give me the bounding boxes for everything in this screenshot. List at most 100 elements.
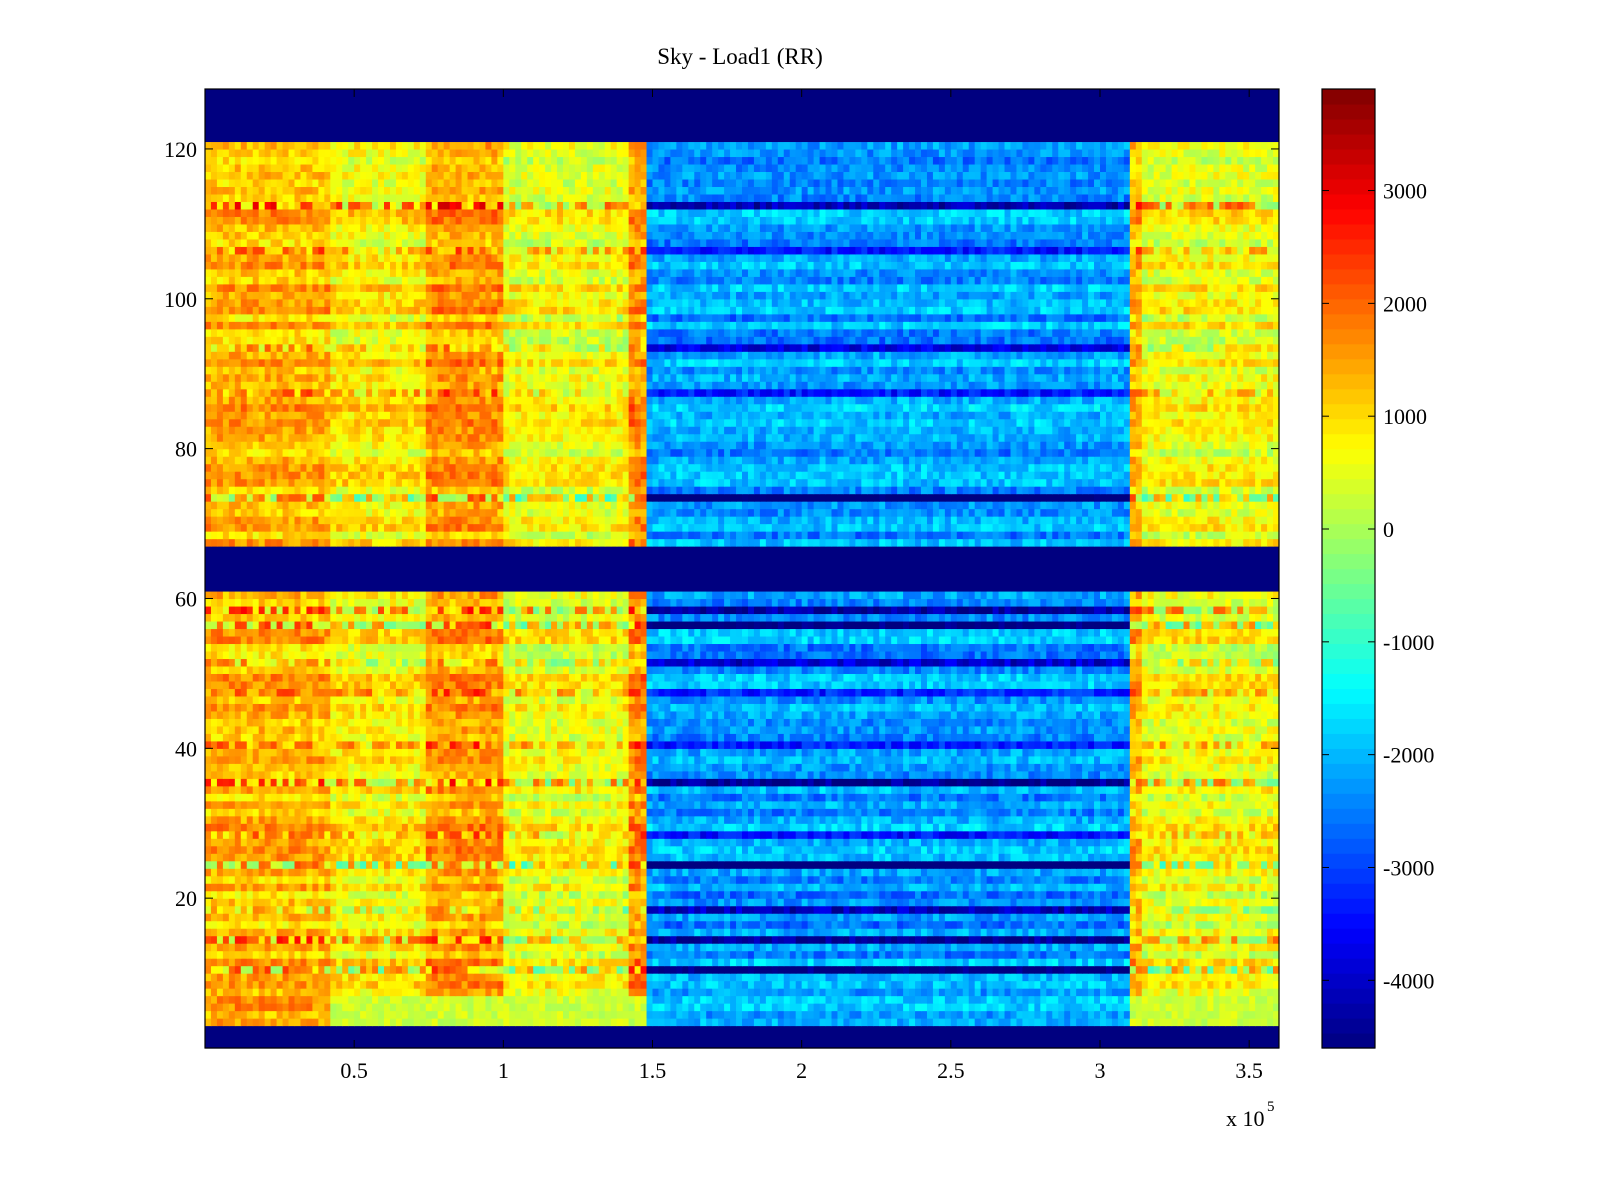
heatmap-cell [354, 965, 361, 974]
heatmap-cell [747, 883, 755, 892]
heatmap-cell [879, 928, 886, 937]
heatmap-cell [730, 965, 737, 974]
heatmap-cell [1201, 928, 1208, 937]
heatmap-cell [336, 1018, 343, 1027]
heatmap-cell [968, 838, 976, 847]
heatmap-cell [1261, 830, 1268, 839]
heatmap-cell [288, 988, 296, 997]
heatmap-cell [216, 815, 224, 824]
heatmap-cell [1004, 823, 1012, 832]
heatmap-cell [1177, 853, 1185, 862]
heatmap-cell [783, 980, 791, 989]
heatmap-cell [962, 830, 970, 839]
heatmap-cell [592, 1018, 600, 1027]
heatmap-cell [509, 868, 516, 877]
heatmap-cell [318, 890, 325, 899]
heatmap-cell [849, 980, 856, 989]
heatmap-cell [312, 920, 319, 929]
heatmap-cell [616, 890, 624, 899]
heatmap-cell [348, 815, 355, 824]
heatmap-cell [753, 965, 761, 974]
heatmap-cell [736, 838, 743, 847]
heatmap-cell [1004, 1003, 1012, 1012]
heatmap-cell [527, 973, 534, 982]
heatmap-cell [640, 883, 648, 892]
heatmap-cell [533, 965, 540, 974]
heatmap-cell [378, 898, 385, 907]
heatmap-cell [903, 823, 910, 832]
heatmap-cell [950, 890, 958, 899]
heatmap-cell [921, 965, 928, 974]
heatmap-cell [670, 830, 677, 839]
heatmap-cell [932, 1010, 940, 1019]
heatmap-cell [1100, 845, 1107, 854]
heatmap-cell [664, 943, 671, 952]
heatmap-cell [1255, 988, 1262, 997]
heatmap-cell [1219, 883, 1226, 892]
heatmap-cell [509, 913, 516, 922]
heatmap-cell [389, 823, 397, 832]
heatmap-cell [1016, 913, 1024, 922]
heatmap-cell [646, 913, 654, 922]
heatmap-cell [1058, 928, 1065, 937]
heatmap-cell [861, 815, 868, 824]
heatmap-cell [962, 943, 970, 952]
heatmap-cell [1004, 965, 1012, 974]
heatmap-cell [682, 875, 689, 884]
heatmap-cell [330, 1010, 337, 1019]
heatmap-cell [330, 988, 337, 997]
heatmap-cell [1237, 928, 1244, 937]
heatmap-cell [1034, 965, 1041, 974]
heatmap-cell [1129, 853, 1137, 862]
heatmap-cell [455, 890, 463, 899]
heatmap-cell [1141, 1010, 1149, 1019]
heatmap-cell [461, 950, 469, 959]
heatmap-cell [360, 860, 367, 869]
heatmap-cell [736, 890, 743, 899]
heatmap-cell [342, 935, 349, 944]
heatmap-cell [938, 905, 946, 914]
heatmap-cell [384, 868, 391, 877]
heatmap-cell [1273, 853, 1280, 862]
heatmap-cell [831, 883, 839, 892]
heatmap-cell [962, 890, 970, 899]
heatmap-cell [700, 943, 707, 952]
heatmap-cell [765, 883, 773, 892]
heatmap-cell [1022, 995, 1029, 1004]
heatmap-cell [956, 973, 964, 982]
heatmap-cell [1111, 1018, 1119, 1027]
heatmap-cell [992, 905, 1000, 914]
heatmap-cell [664, 868, 671, 877]
heatmap-cell [300, 845, 308, 854]
heatmap-cell [950, 973, 958, 982]
heatmap-cell [950, 1018, 958, 1027]
heatmap-cell [950, 860, 958, 869]
heatmap-cell [646, 875, 654, 884]
heatmap-cell [324, 935, 331, 944]
heatmap-cell [503, 973, 510, 982]
heatmap-cell [1159, 898, 1167, 907]
heatmap-cell [861, 913, 868, 922]
heatmap-cell [401, 920, 409, 929]
heatmap-cell [616, 935, 624, 944]
heatmap-cell [473, 973, 481, 982]
heatmap-cell [563, 860, 570, 869]
heatmap-cell [598, 860, 606, 869]
heatmap-cell [270, 958, 278, 967]
heatmap-cell [419, 898, 427, 907]
heatmap-cell [264, 935, 272, 944]
heatmap-cell [825, 860, 833, 869]
heatmap-cell [210, 943, 218, 952]
heatmap-cell [354, 920, 361, 929]
heatmap-cell [1064, 823, 1071, 832]
heatmap-cell [837, 913, 845, 922]
heatmap-cell [610, 815, 618, 824]
heatmap-cell [228, 838, 236, 847]
heatmap-cell [592, 913, 600, 922]
heatmap-cell [861, 920, 868, 929]
heatmap-cell [318, 965, 325, 974]
heatmap-cell [825, 935, 833, 944]
heatmap-cell [234, 950, 242, 959]
heatmap-cell [288, 875, 296, 884]
heatmap-cell [944, 898, 952, 907]
